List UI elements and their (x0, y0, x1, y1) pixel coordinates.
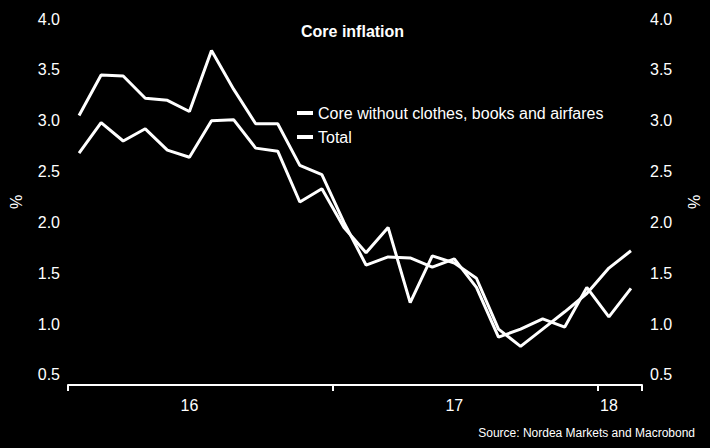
svg-text:%: % (686, 195, 703, 209)
svg-text:0.5: 0.5 (650, 366, 672, 383)
svg-text:Core without clothes, books an: Core without clothes, books and airfares (318, 105, 603, 122)
svg-text:17: 17 (445, 397, 463, 414)
svg-text:3.5: 3.5 (650, 61, 672, 78)
svg-text:16: 16 (181, 397, 199, 414)
svg-text:4.0: 4.0 (38, 11, 60, 28)
svg-text:3.0: 3.0 (650, 112, 672, 129)
svg-text:Core inflation: Core inflation (301, 23, 404, 40)
svg-text:18: 18 (600, 397, 618, 414)
svg-text:1.5: 1.5 (38, 265, 60, 282)
svg-text:4.0: 4.0 (650, 11, 672, 28)
svg-text:2.5: 2.5 (38, 163, 60, 180)
svg-text:0.5: 0.5 (38, 366, 60, 383)
svg-text:2.5: 2.5 (650, 163, 672, 180)
svg-text:Source: Nordea Markets and Mac: Source: Nordea Markets and Macrobond (478, 426, 695, 440)
svg-text:Total: Total (318, 129, 352, 146)
svg-text:3.5: 3.5 (38, 61, 60, 78)
svg-text:2.0: 2.0 (38, 214, 60, 231)
svg-text:3.0: 3.0 (38, 112, 60, 129)
svg-text:%: % (8, 195, 25, 209)
svg-text:1.0: 1.0 (650, 316, 672, 333)
svg-text:1.5: 1.5 (650, 265, 672, 282)
svg-text:1.0: 1.0 (38, 316, 60, 333)
svg-text:2.0: 2.0 (650, 214, 672, 231)
